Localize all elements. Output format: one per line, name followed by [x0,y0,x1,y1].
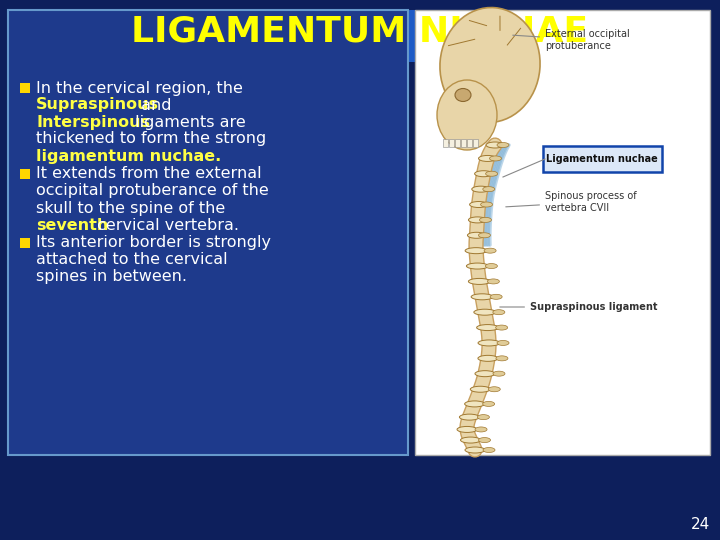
Bar [467,139,472,147]
Ellipse shape [474,171,492,177]
Ellipse shape [483,187,495,192]
Bar [20,83,30,93]
Ellipse shape [440,8,540,123]
Ellipse shape [486,142,504,148]
Text: Interspinous: Interspinous [36,114,150,130]
Text: Supraspinous: Supraspinous [36,98,159,112]
Bar [415,10,710,455]
Ellipse shape [488,387,500,392]
Text: ligamentum nuchae.: ligamentum nuchae. [36,148,221,164]
Ellipse shape [467,232,485,238]
Bar [449,139,454,147]
Text: and: and [136,98,171,112]
Text: Supraspinous ligament: Supraspinous ligament [500,302,657,312]
Text: spines in between.: spines in between. [36,269,187,285]
Ellipse shape [478,340,500,346]
FancyBboxPatch shape [543,146,662,172]
Ellipse shape [479,156,497,161]
Ellipse shape [490,294,502,299]
Ellipse shape [478,355,498,361]
Ellipse shape [496,356,508,361]
Ellipse shape [490,156,502,161]
Ellipse shape [479,233,490,238]
Ellipse shape [437,80,497,150]
Ellipse shape [497,340,509,346]
Ellipse shape [487,279,500,284]
Text: Ligamentum nuchae: Ligamentum nuchae [546,154,658,164]
Text: 24: 24 [690,517,710,532]
Ellipse shape [459,414,480,420]
Text: ligaments are: ligaments are [130,114,246,130]
Text: In the cervical region, the: In the cervical region, the [36,80,243,96]
Text: attached to the cervical: attached to the cervical [36,253,228,267]
Ellipse shape [484,248,496,253]
Ellipse shape [479,437,490,443]
Bar [30,10,690,62]
Ellipse shape [469,217,487,223]
Text: occipital protuberance of the: occipital protuberance of the [36,184,269,199]
Ellipse shape [482,401,495,407]
Ellipse shape [483,448,495,453]
Text: skull to the spine of the: skull to the spine of the [36,200,225,215]
Ellipse shape [477,325,499,330]
Ellipse shape [455,89,471,102]
Ellipse shape [475,370,495,377]
Text: cervical vertebra.: cervical vertebra. [92,218,239,233]
Ellipse shape [485,264,498,268]
Ellipse shape [480,218,492,222]
Ellipse shape [467,263,488,269]
Bar [455,139,460,147]
Ellipse shape [497,143,509,147]
Text: thickened to form the strong: thickened to form the strong [36,132,266,146]
Ellipse shape [474,309,496,315]
Bar [8,10,408,455]
Text: LIGAMENTUM NUCHAE: LIGAMENTUM NUCHAE [132,15,588,49]
Ellipse shape [465,447,485,453]
Ellipse shape [493,310,505,315]
Ellipse shape [457,427,477,433]
Ellipse shape [477,415,490,420]
Ellipse shape [469,201,487,207]
Text: Its anterior border is strongly: Its anterior border is strongly [36,235,271,251]
Ellipse shape [493,371,505,376]
Text: seventh: seventh [36,218,109,233]
Ellipse shape [464,401,485,407]
Ellipse shape [475,427,487,432]
Text: Spinous process of
vertebra CVII: Spinous process of vertebra CVII [505,191,636,213]
Bar [461,139,466,147]
Ellipse shape [470,386,490,392]
Ellipse shape [471,294,493,300]
Text: External occipital
protuberance: External occipital protuberance [513,29,630,51]
Ellipse shape [461,437,480,443]
Ellipse shape [481,202,492,207]
Bar [20,238,30,248]
Bar [473,139,478,147]
Ellipse shape [495,325,508,330]
Ellipse shape [469,279,490,285]
Ellipse shape [465,248,487,254]
Bar [443,139,448,147]
Text: It extends from the external: It extends from the external [36,166,261,181]
Bar [20,169,30,179]
Ellipse shape [472,186,490,192]
Ellipse shape [485,171,498,176]
